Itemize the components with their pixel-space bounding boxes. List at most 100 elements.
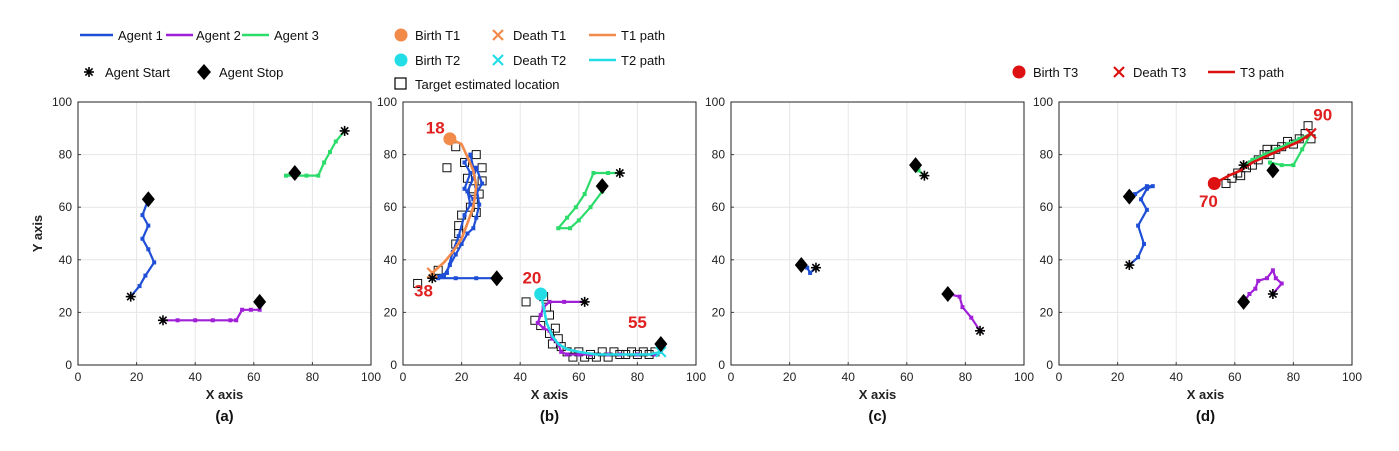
y-tick-label: 0 (718, 358, 725, 372)
x-tick-label: 40 (189, 370, 203, 384)
x-tick-label: 40 (842, 370, 856, 384)
agent2-point (193, 318, 198, 323)
y-tick-label: 0 (65, 358, 72, 372)
agent1-point (1144, 184, 1149, 189)
agent2-point (969, 315, 974, 320)
agent2-start (157, 315, 168, 326)
agent3-point (916, 168, 921, 173)
agent1-point (480, 181, 485, 186)
y-tick-label: 0 (1046, 358, 1053, 372)
y-tick-label: 60 (59, 200, 73, 214)
y-tick-label: 100 (52, 95, 72, 109)
agent1-point (456, 234, 461, 239)
panel-0: 0 20 40 60 80 100 0 20 40 60 80 100 X axis Y axis (a) (30, 95, 381, 425)
agent1-point (808, 270, 813, 275)
x-tick-label: 100 (1342, 370, 1362, 384)
t3-birth (1207, 177, 1221, 191)
agent2-point (1253, 286, 1258, 291)
agent1-point (146, 247, 151, 252)
agent3-point (322, 160, 327, 165)
agent2-point (1270, 268, 1275, 273)
y-tick-label: 80 (1040, 148, 1054, 162)
legend-birth-t2-marker (394, 53, 408, 67)
agent2-start (579, 296, 590, 307)
agent1-point (474, 276, 479, 281)
legend-birth-t2-label: Birth T2 (415, 53, 460, 68)
y-tick-label: 60 (712, 200, 726, 214)
y-tick-label: 0 (390, 358, 397, 372)
legend-path-t3-label: T3 path (1240, 65, 1284, 80)
t1-path (430, 137, 478, 275)
agent2-point (960, 305, 965, 310)
annotation-label: 55 (628, 313, 647, 332)
agent1-point (465, 231, 470, 236)
agent2-stop (253, 293, 267, 310)
x-tick-label: 0 (728, 370, 735, 384)
agent2-point (565, 352, 570, 357)
y-axis-label: Y axis (30, 215, 45, 252)
agent3-point (1267, 160, 1272, 165)
agent2-stop (941, 285, 955, 302)
annotation-label: 20 (522, 268, 541, 287)
estimated-location (627, 347, 637, 357)
panel-caption: (d) (1196, 408, 1215, 425)
legend-agent2-label: Agent 2 (196, 28, 241, 43)
annotation-label: 70 (1199, 192, 1218, 211)
estimated-location (597, 347, 607, 357)
legend-path-t1-label: T1 path (621, 28, 665, 43)
agent3-point (576, 218, 581, 223)
agent3-point (606, 171, 611, 176)
agent3-point (1262, 152, 1267, 157)
agent3-point (1250, 157, 1255, 162)
agent1-point (1144, 207, 1149, 212)
agent1-start (125, 291, 136, 302)
agent1-start (427, 273, 438, 284)
x-tick-label: 20 (1111, 370, 1125, 384)
agent3-point (316, 173, 321, 178)
legend-birth-t3-marker (1012, 65, 1026, 79)
y-tick-label: 20 (1040, 305, 1054, 319)
t2-path (539, 292, 663, 356)
agent2-stop (1237, 293, 1251, 310)
legend-stop-marker (197, 64, 211, 80)
agent1-point (140, 236, 145, 241)
x-tick-label: 60 (900, 370, 914, 384)
agent1-stop (490, 270, 504, 287)
agent1-stop (794, 257, 808, 274)
agent1-point (459, 242, 464, 247)
panel-2: 0 20 40 60 80 100 0 20 40 60 80 100 X axis (c) (705, 95, 1034, 425)
y-tick-label: 40 (384, 253, 398, 267)
y-tick-label: 80 (384, 148, 398, 162)
agent3-point (333, 139, 338, 144)
agent1-point (468, 202, 473, 207)
agent2-point (562, 299, 567, 304)
agent1-stop (1122, 188, 1136, 205)
agent3-point (1300, 147, 1305, 152)
agent1-point (140, 213, 145, 218)
agent1-point (1141, 242, 1146, 247)
agent1-point (474, 215, 479, 220)
estimated-location (536, 321, 546, 331)
agent1-point (477, 202, 482, 207)
agent2-point (550, 336, 555, 341)
x-tick-label: 60 (572, 370, 586, 384)
agent3-point (1291, 163, 1296, 168)
x-tick-label: 80 (631, 370, 645, 384)
agent3-path (557, 171, 620, 230)
y-tick-label: 60 (384, 200, 398, 214)
t3-death (1305, 127, 1317, 140)
agent3-point (565, 215, 570, 220)
t2-birth (534, 287, 548, 301)
t1-death (426, 267, 439, 279)
agent1-point (444, 270, 449, 275)
legend-death-t2-marker (492, 54, 504, 66)
agent1-point (447, 263, 452, 268)
agent2-stop (654, 335, 668, 352)
agent2-point (538, 313, 543, 318)
legend-agent1-label: Agent 1 (118, 28, 163, 43)
x-tick-label: 0 (400, 370, 407, 384)
y-tick-label: 60 (1040, 200, 1054, 214)
legend-death-t3-label: Death T3 (1133, 65, 1186, 80)
agent1-point (436, 276, 441, 281)
